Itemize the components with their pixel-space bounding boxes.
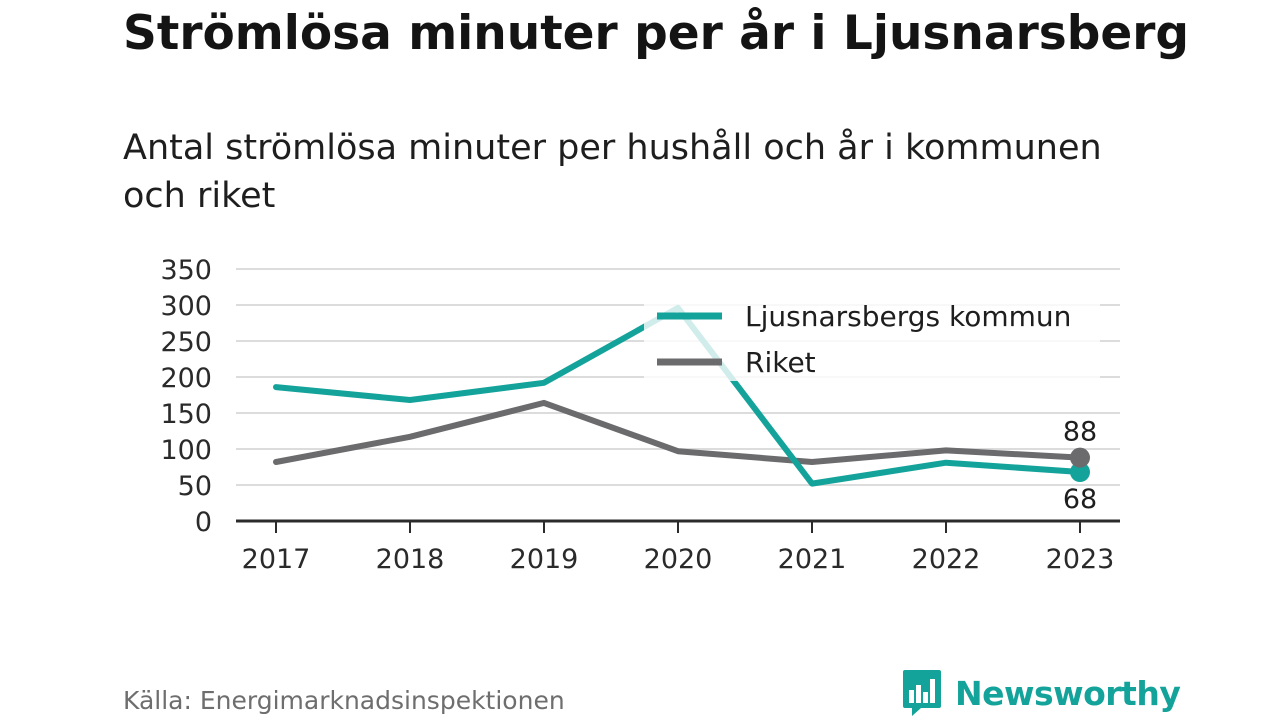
y-tick-label: 150 [160,399,212,430]
x-tick-label: 2017 [242,544,311,575]
legend: Ljusnarsbergs kommun Riket [644,297,1100,381]
end-point-marker [1070,447,1090,468]
y-tick-label: 250 [160,327,212,358]
x-tick-label: 2018 [376,544,445,575]
axes: 0 50 100 150 200 250 300 350 2017 2018 2019 2020 202… [160,255,1120,575]
series-line [273,399,1083,465]
legend-background [644,297,1100,381]
brand: Newsworthy [901,668,1181,718]
newsworthy-logo-icon [903,670,941,716]
x-tick-label: 2021 [778,544,847,575]
y-tick-label: 50 [178,471,212,502]
x-tick-label: 2020 [644,544,713,575]
legend-label: Ljusnarsbergs kommun [745,300,1071,333]
chart-title: Strömlösa minuter per år i Ljusnarsberg [123,6,1190,61]
source-note: Källa: Energimarknadsinspektionen [123,686,565,715]
y-tick-label: 100 [160,435,212,466]
x-tick-label: 2019 [510,544,579,575]
y-tick-label: 200 [160,363,212,394]
line-chart: 0 50 100 150 200 250 300 350 2017 2018 2019 2020 202… [160,255,1120,575]
end-point-marker [1070,462,1090,483]
y-tick-label: 350 [160,255,212,286]
end-value-label: 88 [1063,417,1097,448]
y-tick-label: 300 [160,291,212,322]
chart-subtitle: Antal strömlösa minuter per hushåll och … [123,128,1102,216]
brand-name: Newsworthy [955,673,1181,713]
legend-label: Riket [745,346,816,379]
x-tick-label: 2023 [1046,544,1115,575]
end-value-label: 68 [1063,484,1097,515]
x-tick-label: 2022 [912,544,981,575]
y-tick-label: 0 [195,507,212,538]
data-labels: 88 68 [1063,417,1097,515]
